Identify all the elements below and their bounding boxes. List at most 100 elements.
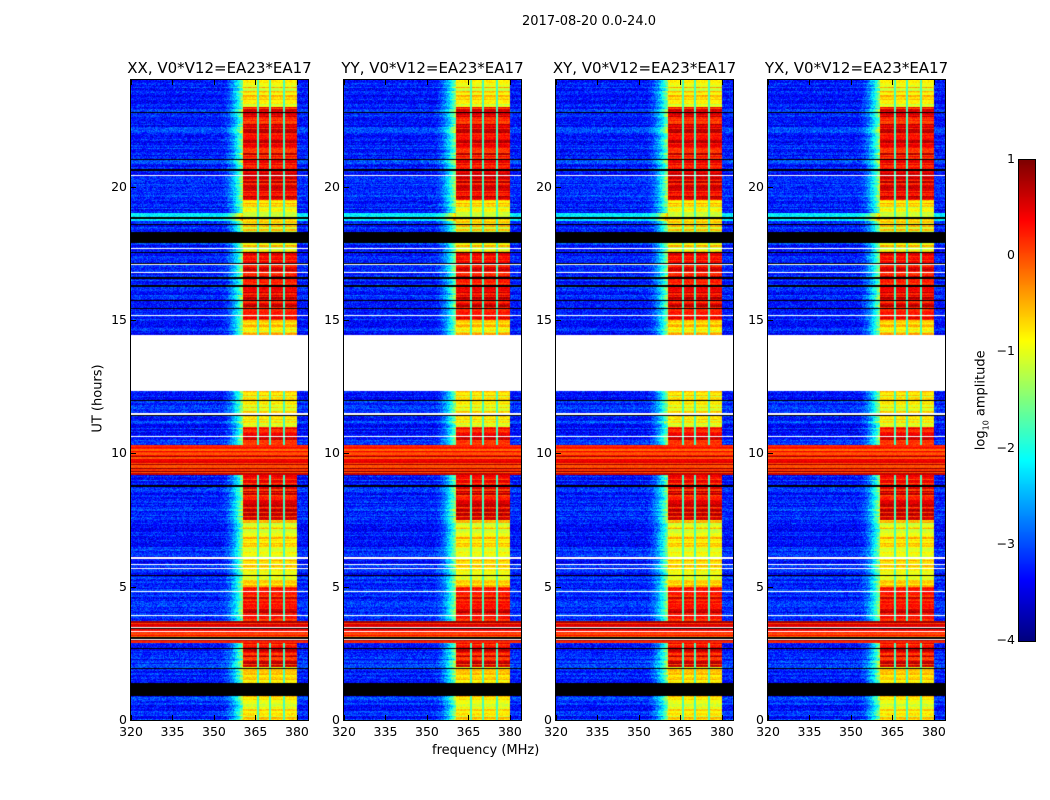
y-tick-label: 20 <box>324 178 340 194</box>
heatmap-image <box>344 80 521 720</box>
y-tick-mark <box>344 586 349 588</box>
heatmap-panel-yy <box>343 79 522 721</box>
y-tick-mark <box>344 186 349 188</box>
x-tick-mark <box>131 715 132 720</box>
colorbar-tick-label: −4 <box>996 632 1015 647</box>
x-tick-label: 350 <box>839 724 863 739</box>
y-tick-mark <box>344 720 349 721</box>
x-tick-label: 350 <box>202 724 226 739</box>
x-tick-mark <box>638 715 640 720</box>
y-tick-mark <box>131 720 136 721</box>
y-tick-mark <box>131 586 136 588</box>
x-tick-label: 350 <box>415 724 439 739</box>
x-tick-mark-top <box>809 80 811 85</box>
heatmap-image <box>768 80 945 720</box>
x-tick-mark-top <box>933 80 935 85</box>
x-tick-mark-top <box>892 80 894 85</box>
heatmap-panel-xx <box>130 79 309 721</box>
colorbar-label-sub: 10 <box>981 420 991 431</box>
colorbar-tick-label: −2 <box>996 439 1015 455</box>
figure-title: 2017-08-20 0.0-24.0 <box>522 14 656 29</box>
y-tick-label: 0 <box>332 712 340 727</box>
x-tick-mark <box>680 715 682 720</box>
x-tick-label: 335 <box>797 724 822 739</box>
x-tick-label: 320 <box>119 724 143 739</box>
x-tick-mark <box>556 715 557 720</box>
y-tick-mark <box>768 453 773 455</box>
colorbar-tick-label: −3 <box>996 535 1015 551</box>
x-tick-mark <box>426 715 428 720</box>
y-tick-label: 5 <box>756 578 764 594</box>
y-tick-mark <box>768 720 773 721</box>
y-tick-label: 15 <box>748 312 764 327</box>
x-tick-mark-top <box>768 80 769 85</box>
y-tick-mark <box>556 453 561 455</box>
y-tick-label: 15 <box>111 312 127 327</box>
y-tick-mark <box>768 186 773 188</box>
x-tick-mark-top <box>255 80 257 85</box>
y-tick-mark <box>131 186 136 188</box>
x-tick-label: 365 <box>668 724 693 739</box>
y-tick-mark <box>556 586 561 588</box>
x-tick-mark-top <box>509 80 511 85</box>
x-tick-label: 365 <box>880 724 905 739</box>
x-axis-label: frequency (MHz) <box>432 743 540 758</box>
x-tick-mark-top <box>680 80 682 85</box>
x-tick-mark <box>933 715 935 720</box>
x-tick-mark <box>213 715 215 720</box>
y-tick-label: 0 <box>119 712 127 727</box>
x-tick-mark <box>721 715 723 720</box>
y-tick-label: 0 <box>544 712 552 727</box>
x-tick-label: 380 <box>710 724 734 739</box>
y-tick-label: 20 <box>536 178 552 194</box>
y-tick-mark <box>556 720 561 721</box>
x-tick-mark-top <box>296 80 298 85</box>
panel-title: XY, V0*V12=EA23*EA17 <box>552 59 737 77</box>
y-tick-label: 20 <box>111 178 127 194</box>
colorbar-gradient <box>1019 160 1035 641</box>
x-tick-mark-top <box>131 80 132 85</box>
y-tick-label: 10 <box>748 445 764 461</box>
heatmap-image <box>556 80 733 720</box>
x-tick-mark-top <box>385 80 387 85</box>
x-tick-label: 320 <box>756 724 780 739</box>
x-tick-label: 380 <box>285 724 309 739</box>
x-tick-mark-top <box>172 80 174 85</box>
x-tick-mark <box>172 715 174 720</box>
y-tick-label: 10 <box>324 445 340 461</box>
x-tick-mark-top <box>556 80 557 85</box>
x-tick-mark <box>344 715 345 720</box>
colorbar <box>1018 159 1036 642</box>
x-tick-mark-top <box>468 80 470 85</box>
colorbar-label-tail: amplitude <box>973 350 989 421</box>
y-tick-label: 0 <box>756 712 764 727</box>
y-tick-label: 5 <box>332 578 340 594</box>
x-tick-label: 365 <box>243 724 268 739</box>
x-tick-mark <box>509 715 511 720</box>
x-tick-mark <box>809 715 811 720</box>
y-tick-mark <box>768 586 773 588</box>
x-tick-label: 380 <box>498 724 522 739</box>
panel-title: YY, V0*V12=EA23*EA17 <box>341 59 524 77</box>
colorbar-tick-label: 1 <box>1007 151 1015 166</box>
x-tick-mark-top <box>597 80 599 85</box>
x-tick-mark <box>597 715 599 720</box>
y-tick-label: 10 <box>536 445 552 461</box>
y-tick-mark <box>131 320 136 321</box>
x-tick-mark-top <box>344 80 345 85</box>
y-tick-mark <box>344 320 349 321</box>
y-tick-label: 15 <box>324 312 340 327</box>
x-tick-mark-top <box>850 80 852 85</box>
x-tick-mark <box>768 715 769 720</box>
y-tick-label: 15 <box>536 312 552 327</box>
panel-title: XX, V0*V12=EA23*EA17 <box>127 59 312 77</box>
colorbar-tick-label: 0 <box>1007 247 1015 263</box>
y-tick-mark <box>131 453 136 455</box>
x-tick-mark-top <box>213 80 215 85</box>
y-tick-mark <box>344 453 349 455</box>
x-tick-label: 350 <box>627 724 651 739</box>
x-tick-mark <box>468 715 470 720</box>
y-tick-mark <box>556 320 561 321</box>
x-tick-mark <box>255 715 257 720</box>
